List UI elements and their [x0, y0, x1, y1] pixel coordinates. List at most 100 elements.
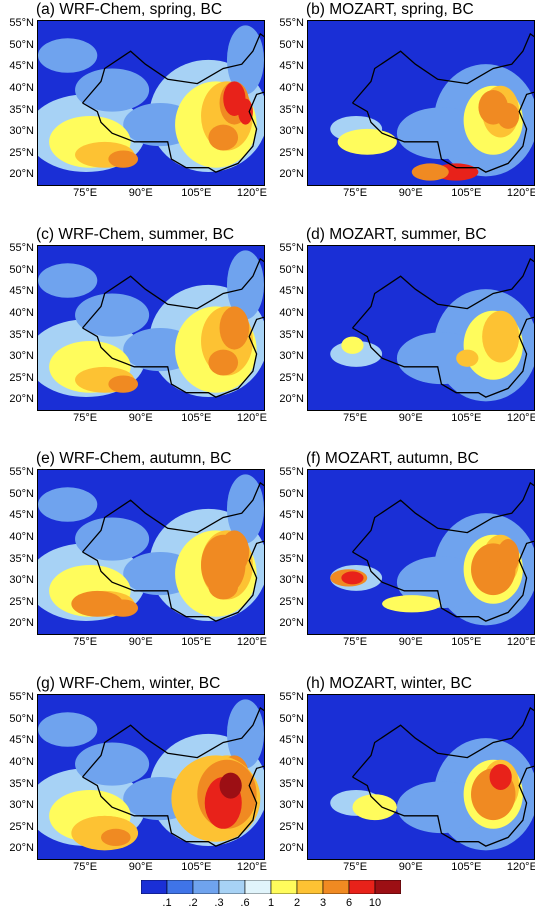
- lat-tick-label: 25°N: [279, 820, 304, 833]
- lat-tick-label: 20°N: [279, 168, 304, 181]
- lat-tick-label: 45°N: [9, 509, 34, 522]
- lat-tick-label: 55°N: [279, 242, 304, 255]
- concentration-field: [330, 706, 534, 851]
- lon-tick-label: 90°E: [128, 636, 153, 648]
- lat-tick-label: 50°N: [279, 712, 304, 725]
- lat-tick-label: 50°N: [9, 263, 34, 276]
- lat-tick-label: 20°N: [279, 617, 304, 630]
- lon-tick-label: 90°E: [398, 412, 423, 424]
- map-panel-wrf-spring: [37, 20, 265, 186]
- map-panel-mozart-summer: [307, 245, 535, 411]
- concentration-field: [38, 699, 264, 851]
- lon-tick-label: 90°E: [128, 187, 153, 199]
- lon-tick-label: 105°E: [181, 861, 212, 873]
- colorbar-label: 1: [267, 897, 275, 909]
- lon-tick-label: 75°E: [73, 412, 98, 424]
- field-contour: [341, 571, 364, 585]
- field-contour: [201, 534, 246, 596]
- panel-title: (f) MOZART, autumn, BC: [306, 450, 479, 467]
- field-contour: [337, 128, 397, 155]
- map-panel-wrf-autumn: [37, 469, 265, 635]
- panel-title: (a) WRF-Chem, spring, BC: [36, 1, 223, 18]
- country-border: [82, 32, 264, 173]
- lon-tick-label: 105°E: [181, 636, 212, 648]
- colorbar-swatch: [296, 879, 324, 895]
- lat-tick-label: 25°N: [279, 371, 304, 384]
- field-contour: [456, 349, 479, 367]
- lat-tick-label: 45°N: [9, 60, 34, 73]
- field-contour: [496, 539, 520, 574]
- country-border: [82, 481, 264, 622]
- lat-tick-label: 20°N: [279, 842, 304, 855]
- lon-tick-label: 120°E: [236, 861, 267, 873]
- panel-title: (g) WRF-Chem, winter, BC: [36, 675, 221, 692]
- lat-tick-label: 25°N: [279, 146, 304, 159]
- lat-tick-label: 55°N: [279, 17, 304, 30]
- lat-tick-label: 40°N: [279, 756, 304, 769]
- colorbar-swatch: [374, 879, 402, 895]
- lat-tick-label: 25°N: [9, 371, 34, 384]
- lat-tick-label: 40°N: [279, 307, 304, 320]
- lat-tick-label: 25°N: [9, 146, 34, 159]
- lat-tick-label: 20°N: [9, 168, 34, 181]
- lat-tick-label: 25°N: [9, 595, 34, 608]
- colorbar-label: .1: [162, 897, 172, 909]
- lat-tick-label: 35°N: [9, 328, 34, 341]
- lon-tick-label: 105°E: [451, 412, 482, 424]
- concentration-field: [38, 25, 264, 173]
- lon-tick-label: 75°E: [73, 187, 98, 199]
- lat-tick-label: 35°N: [279, 552, 304, 565]
- lon-tick-label: 75°E: [343, 861, 368, 873]
- country-border: [82, 706, 264, 847]
- country-border: [352, 706, 534, 847]
- field-contour: [496, 103, 520, 129]
- field-contour: [108, 150, 139, 168]
- colorbar-swatch: [348, 879, 376, 895]
- lat-tick-label: 40°N: [9, 307, 34, 320]
- colorbar-label: 6: [345, 897, 353, 909]
- colorbar-swatch: [244, 879, 272, 895]
- map-panel-mozart-winter: [307, 694, 535, 860]
- panel-title: (e) WRF-Chem, autumn, BC: [36, 450, 232, 467]
- colorbar-swatch: [166, 879, 194, 895]
- field-contour: [100, 828, 131, 847]
- lat-tick-label: 35°N: [9, 103, 34, 116]
- lat-tick-label: 30°N: [279, 799, 304, 812]
- concentration-field: [330, 32, 534, 181]
- colorbar-label: 3: [319, 897, 327, 909]
- lon-tick-label: 105°E: [451, 187, 482, 199]
- lat-tick-label: 35°N: [279, 777, 304, 790]
- country-border: [82, 257, 264, 398]
- field-contour: [75, 742, 150, 786]
- field-contour: [71, 590, 124, 617]
- field-contour: [489, 764, 512, 790]
- field-contour: [38, 712, 98, 747]
- lat-tick-label: 45°N: [9, 285, 34, 298]
- field-contour: [219, 306, 250, 350]
- lon-tick-label: 105°E: [451, 636, 482, 648]
- lat-tick-label: 45°N: [9, 734, 34, 747]
- field-contour: [75, 517, 150, 561]
- colorbar-swatch: [140, 879, 168, 895]
- lon-tick-label: 90°E: [398, 861, 423, 873]
- lon-tick-label: 75°E: [343, 636, 368, 648]
- lon-tick-label: 75°E: [73, 636, 98, 648]
- lat-tick-label: 50°N: [9, 487, 34, 500]
- colorbar-label: 10: [368, 897, 382, 909]
- field-contour: [485, 332, 509, 359]
- lat-tick-label: 20°N: [9, 393, 34, 406]
- lat-tick-label: 45°N: [279, 734, 304, 747]
- colorbar-swatch: [218, 879, 246, 895]
- lon-tick-label: 120°E: [236, 187, 267, 199]
- field-contour: [352, 794, 397, 821]
- field-contour: [38, 38, 98, 73]
- lon-tick-label: 90°E: [398, 636, 423, 648]
- lat-tick-label: 55°N: [9, 691, 34, 704]
- country-border: [352, 481, 534, 622]
- lat-tick-label: 50°N: [279, 487, 304, 500]
- concentration-field: [330, 481, 534, 626]
- lat-tick-label: 45°N: [279, 60, 304, 73]
- lat-tick-label: 30°N: [279, 125, 304, 138]
- lat-tick-label: 30°N: [279, 574, 304, 587]
- lat-tick-label: 50°N: [9, 38, 34, 51]
